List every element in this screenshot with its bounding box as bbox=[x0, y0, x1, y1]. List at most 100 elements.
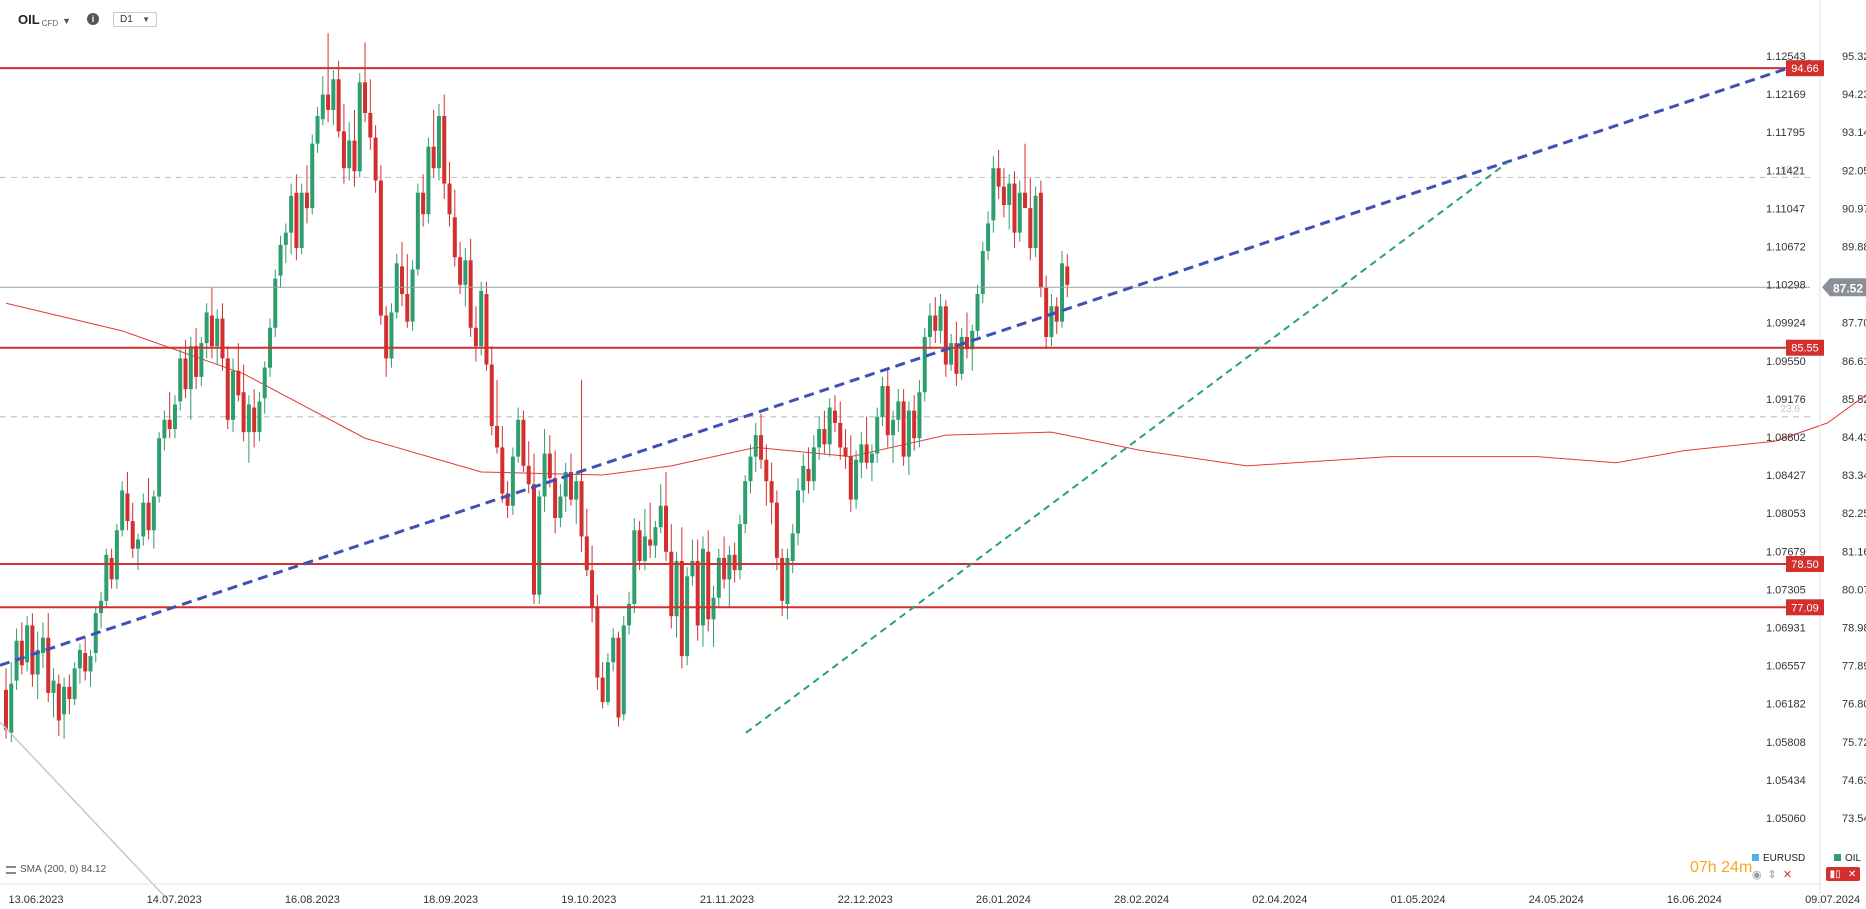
eye-icon[interactable]: ◉ bbox=[1752, 869, 1762, 881]
candle-body bbox=[690, 560, 695, 577]
candle-body bbox=[431, 146, 436, 169]
candle bbox=[669, 524, 674, 629]
candle bbox=[885, 367, 890, 448]
countdown-hours: 07 bbox=[1690, 859, 1708, 876]
candle bbox=[727, 545, 732, 607]
candle bbox=[1033, 186, 1038, 258]
countdown-h-unit: h bbox=[1707, 859, 1717, 876]
candle-body bbox=[991, 168, 996, 221]
candle-body bbox=[980, 251, 985, 295]
candle bbox=[901, 389, 906, 466]
y-tick-label: 78.98 bbox=[1842, 623, 1866, 635]
symbol-selector[interactable]: OIL CFD ▼ bbox=[18, 12, 72, 28]
candle bbox=[146, 478, 151, 540]
candle-body bbox=[19, 640, 24, 666]
candle bbox=[336, 60, 341, 138]
candle bbox=[690, 539, 695, 586]
level-tag-text: 78.50 bbox=[1791, 559, 1819, 571]
level-tag-bg bbox=[1786, 599, 1824, 616]
info-icon[interactable]: i bbox=[87, 13, 100, 25]
candle-body bbox=[1060, 263, 1064, 322]
candle bbox=[732, 542, 737, 583]
candle-body bbox=[320, 94, 325, 120]
move-icon[interactable]: ⇕ bbox=[1767, 869, 1777, 881]
chevron-down-icon[interactable]: ▼ bbox=[62, 15, 72, 26]
candle bbox=[584, 508, 589, 577]
candle-body bbox=[605, 662, 610, 703]
candle-body bbox=[574, 481, 579, 500]
x-tick-label: 26.01.2024 bbox=[976, 894, 1031, 906]
candle bbox=[326, 33, 331, 123]
candle bbox=[933, 297, 938, 344]
secondary-y-tick-label: 1.12543 bbox=[1766, 51, 1806, 63]
level-price-tag: 94.66 bbox=[1786, 60, 1824, 77]
candle bbox=[463, 247, 468, 307]
candle bbox=[231, 358, 236, 433]
candle bbox=[62, 677, 67, 739]
candle-body bbox=[209, 315, 214, 347]
y-tick-label: 81.16 bbox=[1842, 546, 1866, 558]
candle-body bbox=[421, 192, 426, 215]
candle bbox=[1023, 143, 1028, 209]
x-tick-label: 09.07.2024 bbox=[1805, 894, 1860, 906]
candle-body bbox=[46, 637, 51, 693]
candle-body bbox=[796, 490, 800, 534]
timeframe-select[interactable]: D1 ▼ bbox=[113, 11, 158, 27]
candle bbox=[436, 103, 441, 181]
close-icon[interactable]: ✕ bbox=[1782, 869, 1793, 881]
trendlines-layer bbox=[0, 59, 1811, 901]
candle bbox=[384, 306, 389, 377]
candle bbox=[510, 447, 515, 515]
candle bbox=[938, 294, 943, 344]
sma-layer bbox=[5, 302, 1866, 476]
candle-body bbox=[621, 625, 626, 715]
candle-body bbox=[357, 82, 362, 172]
candle bbox=[199, 336, 204, 387]
candles-icon[interactable]: ▮▯ bbox=[1829, 868, 1841, 880]
y-tick-label: 73.54 bbox=[1842, 813, 1866, 825]
candle-body bbox=[764, 459, 769, 482]
candle bbox=[1054, 297, 1059, 334]
candle-body bbox=[363, 82, 368, 113]
candle-body bbox=[1017, 192, 1022, 233]
candle-body bbox=[479, 290, 484, 347]
candle bbox=[225, 346, 230, 430]
candle bbox=[827, 398, 832, 457]
candle-body bbox=[817, 429, 822, 448]
candle-body bbox=[51, 680, 56, 693]
candle bbox=[912, 395, 917, 451]
candle-body bbox=[595, 606, 600, 678]
candle bbox=[1049, 294, 1054, 347]
candle bbox=[363, 42, 368, 123]
candle-body bbox=[542, 453, 547, 497]
candle-body bbox=[801, 465, 806, 491]
candle-body bbox=[706, 551, 711, 620]
candle-body bbox=[109, 557, 114, 580]
candle bbox=[679, 527, 684, 669]
secondary-y-tick-label: 1.05060 bbox=[1766, 813, 1806, 825]
horizontal-levels-layer bbox=[0, 67, 1810, 609]
y-tick-label: 90.97 bbox=[1842, 203, 1866, 215]
candle bbox=[864, 416, 869, 469]
candle bbox=[1012, 171, 1017, 248]
candle bbox=[558, 484, 563, 528]
sma-legend-text: SMA (200, 0) 84.12 bbox=[20, 864, 107, 875]
candle-body bbox=[67, 686, 72, 700]
candle bbox=[299, 183, 304, 255]
candle-body bbox=[1044, 287, 1049, 337]
candle-body bbox=[463, 260, 468, 285]
primary-series-legend[interactable]: OIL bbox=[1834, 853, 1861, 864]
secondary-series-legend[interactable]: EURUSD bbox=[1752, 853, 1805, 864]
candle bbox=[896, 389, 901, 433]
candle bbox=[875, 407, 880, 463]
candle bbox=[442, 94, 447, 199]
candle-body bbox=[347, 140, 352, 169]
candle bbox=[801, 453, 806, 503]
close-icon[interactable]: ✕ bbox=[1847, 868, 1857, 880]
y-tick-label: 86.61 bbox=[1842, 356, 1866, 368]
candle-body bbox=[632, 530, 637, 604]
candle bbox=[1060, 251, 1064, 328]
candle-body bbox=[194, 346, 199, 377]
sma-legend[interactable]: SMA (200, 0) 84.12 bbox=[6, 864, 106, 875]
